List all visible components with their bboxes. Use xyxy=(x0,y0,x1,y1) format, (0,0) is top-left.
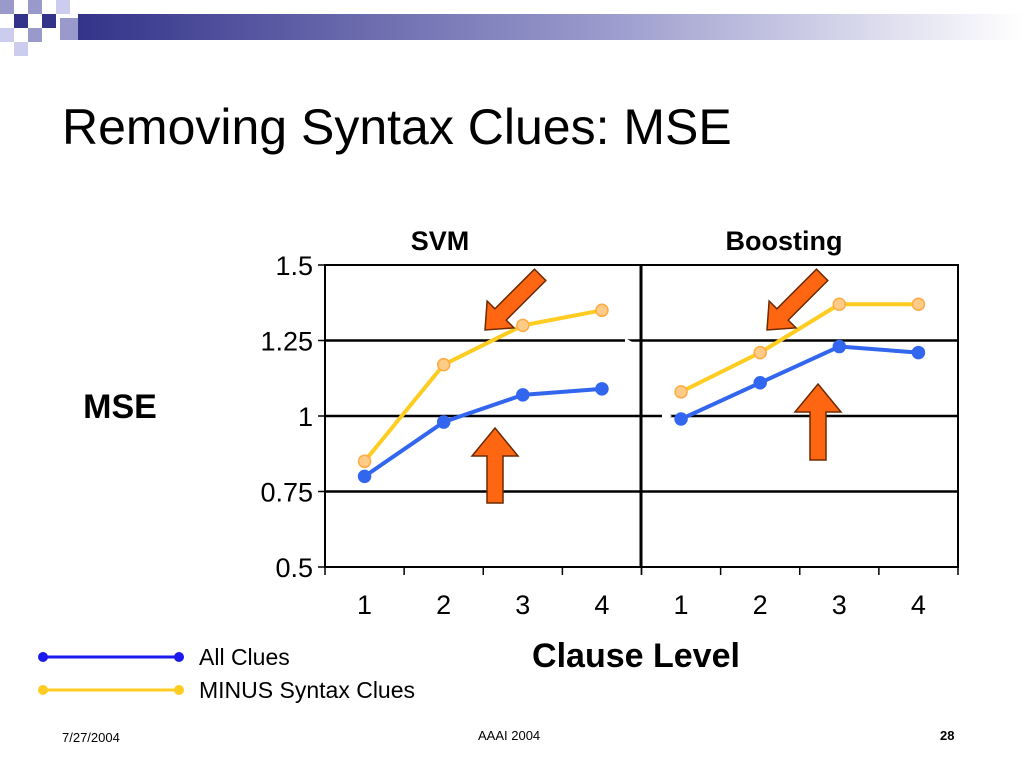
series-line xyxy=(680,344,919,421)
series-line xyxy=(680,302,919,394)
arrow-shape xyxy=(766,268,829,331)
footer-date: 7/27/2004 xyxy=(62,730,120,745)
panel-title: SVM xyxy=(411,226,470,256)
data-point xyxy=(436,415,451,429)
series-line xyxy=(363,308,603,463)
data-point xyxy=(595,382,609,396)
x-tick-label: 3 xyxy=(832,590,847,620)
x-tick-label: 2 xyxy=(436,590,451,620)
data-point xyxy=(832,297,847,312)
header-banner xyxy=(0,0,1024,56)
legend-marker xyxy=(174,652,184,662)
y-tick-label: 0.5 xyxy=(275,553,313,583)
arrow-icon xyxy=(766,268,829,331)
arrow-shape xyxy=(470,426,520,504)
data-point xyxy=(753,376,767,390)
data-point xyxy=(674,412,688,426)
legend-marker xyxy=(38,685,48,695)
y-tick-label: 0.75 xyxy=(260,478,313,508)
slide-title: Removing Syntax Clues: MSE xyxy=(62,99,732,155)
banner-gradient-bar xyxy=(78,14,1024,40)
panel-break-mark xyxy=(625,338,636,350)
legend-marker xyxy=(174,685,184,695)
legend-label: MINUS Syntax Clues xyxy=(199,677,415,703)
x-tick-label: 4 xyxy=(911,590,926,620)
data-point xyxy=(436,357,451,372)
data-point xyxy=(595,303,609,318)
arrow-shape xyxy=(793,382,843,461)
arrow-icon xyxy=(470,426,520,504)
panel-break-mark xyxy=(662,410,672,422)
footer-center: AAAI 2004 xyxy=(478,728,541,743)
data-point xyxy=(516,388,530,402)
x-tick-label: 2 xyxy=(753,590,768,620)
page-number: 28 xyxy=(940,728,955,743)
legend-label: All Clues xyxy=(199,644,290,670)
data-point xyxy=(911,345,926,360)
arrow-icon xyxy=(793,382,843,461)
arrow-icon xyxy=(484,268,547,331)
x-tick-label: 1 xyxy=(357,590,372,620)
x-tick-label: 3 xyxy=(515,590,530,620)
data-point xyxy=(753,345,767,360)
banner-checker-logo xyxy=(0,0,78,56)
y-tick-label: 1.25 xyxy=(260,327,313,357)
x-axis-title: Clause Level xyxy=(532,637,740,675)
data-point xyxy=(357,469,372,484)
arrow-shape xyxy=(484,268,547,331)
data-point xyxy=(832,339,847,354)
legend-marker xyxy=(38,652,48,662)
y-axis-title: MSE xyxy=(83,388,157,426)
y-tick-label: 1 xyxy=(298,402,313,432)
x-tick-label: 4 xyxy=(594,590,609,620)
series-line xyxy=(363,386,603,479)
panel-title: Boosting xyxy=(726,226,843,256)
data-point xyxy=(674,385,688,399)
data-point xyxy=(516,318,530,333)
data-point xyxy=(357,454,372,469)
y-tick-label: 1.5 xyxy=(275,251,313,281)
data-point xyxy=(911,297,926,312)
x-tick-label: 1 xyxy=(674,590,689,620)
